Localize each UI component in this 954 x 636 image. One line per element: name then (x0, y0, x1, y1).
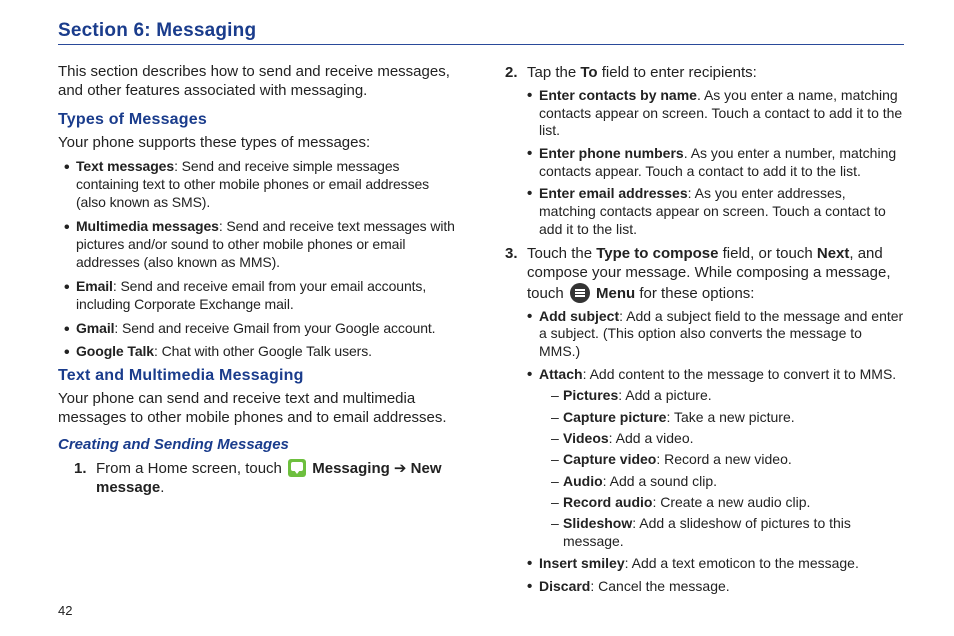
step-text: for these options: (635, 285, 754, 302)
right-column: 2. Tap the To field to enter recipients:… (505, 63, 904, 601)
page-number: 42 (58, 603, 72, 618)
list-item-label: Enter email addresses (539, 185, 688, 201)
arrow-icon: ➔ (390, 460, 411, 477)
list-item-label: Attach (539, 366, 583, 382)
step-text: Touch the (527, 245, 596, 262)
list-item-label: Insert smiley (539, 555, 625, 571)
list-item-label: Enter contacts by name (539, 87, 697, 103)
creating-heading: Creating and Sending Messages (58, 436, 457, 453)
list-item: Enter phone numbers. As you enter a numb… (527, 145, 904, 180)
list-item-text: : Create a new audio clip. (652, 494, 810, 510)
intro-text: This section describes how to send and r… (58, 63, 457, 101)
list-item: Multimedia messages: Send and receive te… (64, 218, 457, 272)
messaging-icon (288, 459, 306, 477)
list-item: Slideshow: Add a slideshow of pictures t… (551, 515, 904, 550)
list-item-text: : Add a picture. (618, 387, 711, 403)
list-item: Record audio: Create a new audio clip. (551, 494, 904, 511)
list-item-label: Gmail (76, 320, 114, 336)
list-item-text: : Chat with other Google Talk users. (154, 343, 372, 359)
list-item-text: : Send and receive email from your email… (76, 278, 426, 312)
step-text: field, or touch (718, 245, 816, 262)
type-compose-label: Type to compose (596, 245, 718, 262)
tmm-heading: Text and Multimedia Messaging (58, 367, 457, 385)
list-item: Add subject: Add a subject field to the … (527, 308, 904, 361)
list-item: Enter email addresses: As you enter addr… (527, 185, 904, 238)
step-text: From a Home screen, touch (96, 460, 286, 477)
list-item-text: : Record a new video. (656, 451, 791, 467)
list-item-label: Multimedia messages (76, 218, 219, 234)
left-column: This section describes how to send and r… (58, 63, 457, 601)
step-text: Tap the (527, 64, 580, 81)
menu-icon (570, 283, 590, 303)
list-item: Attach: Add content to the message to co… (527, 366, 904, 551)
list-item: Capture picture: Take a new picture. (551, 409, 904, 426)
messaging-label: Messaging (308, 460, 390, 477)
list-item: Email: Send and receive email from your … (64, 278, 457, 314)
list-item-label: Discard (539, 578, 590, 594)
list-item-label: Capture picture (563, 409, 666, 425)
list-item-text: : Add a sound clip. (603, 473, 717, 489)
step-1: 1. From a Home screen, touch Messaging ➔… (74, 459, 457, 497)
list-item-label: Pictures (563, 387, 618, 403)
list-item: Discard: Cancel the message. (527, 578, 904, 596)
list-item-label: Slideshow (563, 515, 632, 531)
list-item-text: : Add a text emoticon to the message. (625, 555, 859, 571)
list-item: Audio: Add a sound clip. (551, 473, 904, 490)
list-item-label: Email (76, 278, 113, 294)
menu-label: Menu (592, 285, 635, 302)
list-item: Pictures: Add a picture. (551, 387, 904, 404)
next-label: Next (817, 245, 850, 262)
list-item: Text messages: Send and receive simple m… (64, 158, 457, 212)
step3-bullets: Add subject: Add a subject field to the … (527, 308, 904, 596)
step-2: 2. Tap the To field to enter recipients:… (505, 63, 904, 238)
section-title: Section 6: Messaging (58, 20, 904, 45)
types-heading: Types of Messages (58, 111, 457, 129)
list-item-label: Add subject (539, 308, 619, 324)
list-item-label: Audio (563, 473, 603, 489)
list-item-text: : Add a video. (609, 430, 694, 446)
types-list: Text messages: Send and receive simple m… (58, 158, 457, 361)
list-item: Enter contacts by name. As you enter a n… (527, 87, 904, 140)
types-intro: Your phone supports these types of messa… (58, 134, 457, 153)
list-item-text: : Send and receive Gmail from your Googl… (114, 320, 435, 336)
list-item-label: Google Talk (76, 343, 154, 359)
attach-dash-list: Pictures: Add a picture. Capture picture… (539, 387, 904, 550)
list-item-label: Videos (563, 430, 609, 446)
period: . (160, 479, 164, 496)
list-item-text: : Add content to the message to convert … (583, 366, 897, 382)
step-list-right: 2. Tap the To field to enter recipients:… (505, 63, 904, 595)
step-number: 2. (505, 63, 518, 82)
step-text: field to enter recipients: (598, 64, 757, 81)
step-3: 3. Touch the Type to compose field, or t… (505, 244, 904, 595)
list-item-label: Enter phone numbers (539, 145, 684, 161)
tmm-intro: Your phone can send and receive text and… (58, 390, 457, 428)
list-item-text: : Cancel the message. (590, 578, 729, 594)
list-item: Insert smiley: Add a text emoticon to th… (527, 555, 904, 573)
list-item: Google Talk: Chat with other Google Talk… (64, 343, 457, 361)
to-label: To (580, 64, 597, 81)
list-item-label: Capture video (563, 451, 656, 467)
list-item: Gmail: Send and receive Gmail from your … (64, 320, 457, 338)
step-number: 3. (505, 244, 518, 263)
step-number: 1. (74, 459, 87, 478)
list-item: Videos: Add a video. (551, 430, 904, 447)
list-item-text: : Take a new picture. (666, 409, 794, 425)
list-item-label: Text messages (76, 158, 174, 174)
step2-bullets: Enter contacts by name. As you enter a n… (527, 87, 904, 238)
list-item-label: Record audio (563, 494, 652, 510)
step-list-left: 1. From a Home screen, touch Messaging ➔… (58, 459, 457, 497)
columns: This section describes how to send and r… (58, 63, 904, 601)
list-item: Capture video: Record a new video. (551, 451, 904, 468)
